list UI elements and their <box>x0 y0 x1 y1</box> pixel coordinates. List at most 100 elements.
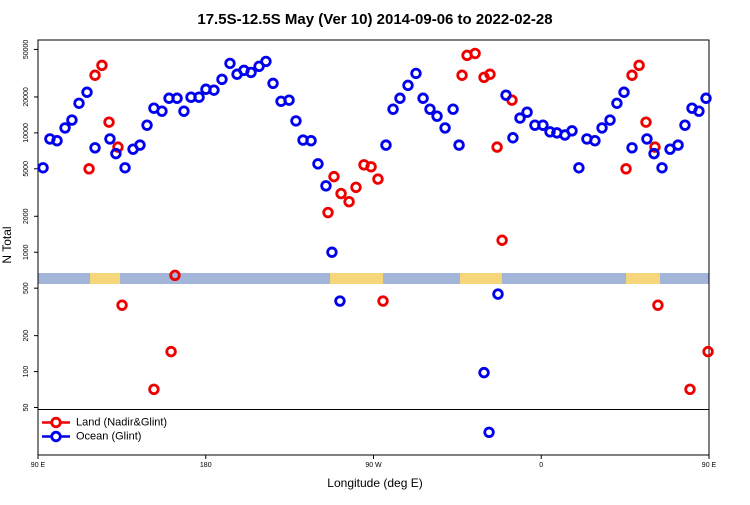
point <box>260 55 272 68</box>
x-tick-label: 90 E <box>31 462 46 469</box>
point <box>544 126 556 138</box>
land-strip <box>330 273 383 284</box>
point <box>672 139 684 151</box>
point <box>377 295 389 307</box>
point <box>424 103 436 115</box>
y-tick-label: 2000 <box>23 208 30 224</box>
point <box>618 86 630 98</box>
point <box>521 106 533 118</box>
point <box>478 366 490 379</box>
point <box>267 77 279 90</box>
point <box>573 162 585 174</box>
x-tick-label: 180 <box>200 462 212 469</box>
point <box>620 163 632 175</box>
point <box>83 163 95 175</box>
point <box>507 132 519 144</box>
legend-label: Ocean (Glint) <box>76 430 141 442</box>
point <box>402 79 414 92</box>
point <box>290 115 302 127</box>
x-tick-label: 90 W <box>365 462 382 469</box>
point <box>649 141 661 153</box>
point <box>312 158 324 170</box>
point <box>483 426 495 438</box>
point <box>640 116 652 128</box>
point <box>104 133 116 145</box>
point <box>178 105 190 117</box>
point <box>51 134 63 147</box>
point <box>59 122 71 134</box>
x-tick-label: 0 <box>539 462 543 469</box>
point <box>447 103 459 115</box>
y-axis-label: N Total <box>0 226 14 263</box>
point <box>633 59 645 72</box>
point <box>335 187 347 200</box>
point <box>700 92 712 104</box>
point <box>684 383 696 396</box>
point <box>89 69 101 81</box>
y-tick-label: 1000 <box>23 244 30 260</box>
point <box>156 105 168 117</box>
y-tick-label: 500 <box>23 282 30 294</box>
point <box>491 141 503 153</box>
point <box>514 112 526 124</box>
point <box>141 119 153 131</box>
point <box>702 345 714 358</box>
point <box>380 139 392 151</box>
point <box>334 295 346 307</box>
point <box>96 59 108 72</box>
point <box>652 299 664 311</box>
y-tick-label: 50000 <box>23 40 30 60</box>
point <box>596 122 608 134</box>
point <box>134 139 146 151</box>
point <box>66 114 78 126</box>
point <box>410 67 422 80</box>
point <box>322 206 334 219</box>
land-strip <box>626 273 660 284</box>
y-tick-label: 20000 <box>23 87 30 107</box>
point <box>492 288 504 300</box>
point <box>626 142 638 154</box>
point <box>110 147 122 160</box>
point <box>372 173 384 185</box>
point <box>394 92 406 104</box>
point <box>193 91 205 103</box>
point <box>679 119 691 131</box>
point <box>112 141 124 153</box>
point <box>283 94 295 106</box>
point <box>656 162 668 174</box>
point <box>148 383 160 396</box>
plot-frame <box>37 39 710 456</box>
point <box>611 97 623 109</box>
point <box>208 84 220 96</box>
point <box>328 170 340 183</box>
point <box>245 66 257 79</box>
point <box>165 345 177 358</box>
point <box>566 125 578 137</box>
point <box>116 299 128 311</box>
point <box>641 133 653 145</box>
y-tick-label: 5000 <box>23 161 30 177</box>
point <box>81 86 93 98</box>
point <box>343 196 355 208</box>
point <box>350 181 362 193</box>
point <box>417 92 429 104</box>
y-tick-label: 200 <box>23 330 30 342</box>
land-ocean-strip <box>38 273 709 284</box>
point <box>320 180 332 192</box>
legend-marker <box>50 416 62 429</box>
point <box>537 119 549 131</box>
point <box>37 162 49 174</box>
point <box>89 142 101 154</box>
y-tick-label: 10000 <box>23 123 30 143</box>
point <box>387 103 399 115</box>
point <box>73 97 85 109</box>
point <box>693 105 705 117</box>
chart-title: 17.5S-12.5S May (Ver 10) 2014-09-06 to 2… <box>197 11 552 28</box>
point <box>216 73 228 86</box>
y-tick-label: 50 <box>23 404 30 412</box>
point <box>648 147 660 160</box>
point <box>453 139 465 151</box>
land-strip <box>460 273 502 284</box>
